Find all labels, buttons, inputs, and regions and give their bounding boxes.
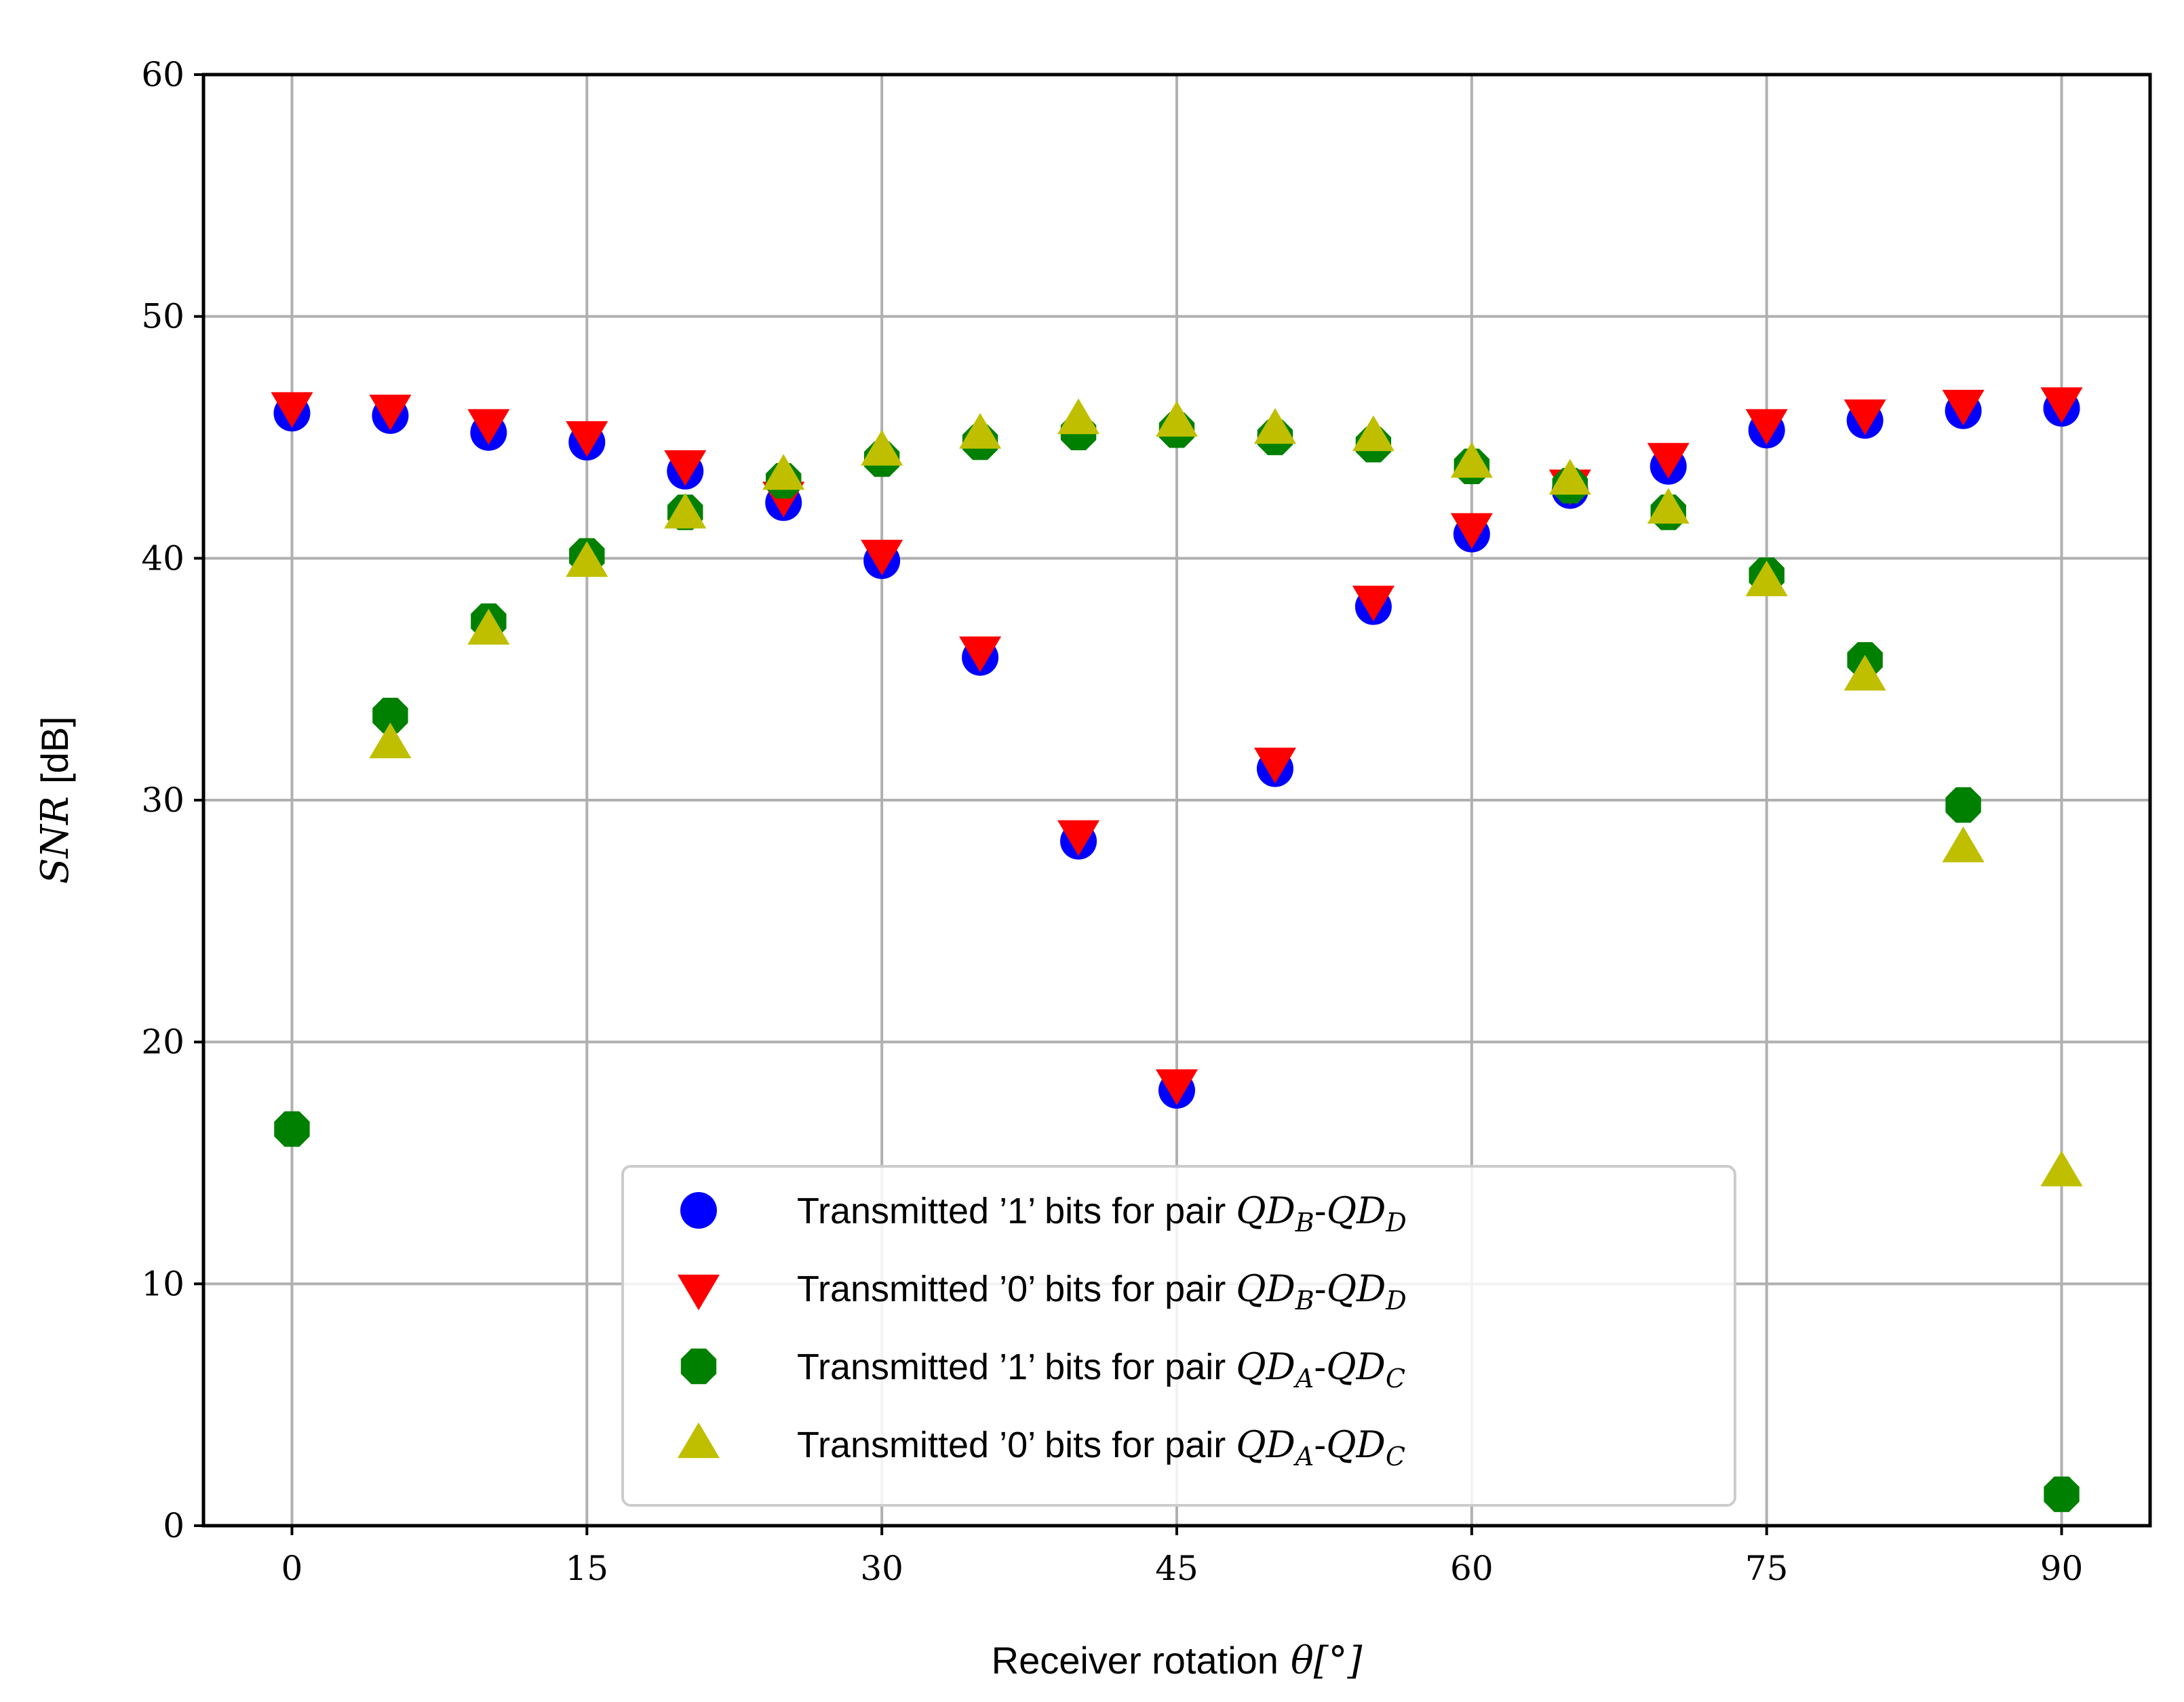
- legend-marker-1: [680, 1192, 717, 1229]
- point-s4-x80: [1844, 654, 1886, 691]
- x-tick-label-75: 75: [1745, 1549, 1789, 1588]
- legend: Transmitted ’1’ bits for pair QDB-QDD Tra…: [621, 1165, 1736, 1507]
- point-s2-x0: [271, 392, 313, 429]
- point-s4-x20: [664, 492, 707, 529]
- point-s2-x35: [959, 636, 1002, 673]
- y-tick-label-30: 30: [141, 780, 184, 820]
- point-s2-x75: [1745, 409, 1788, 445]
- y-axis-label: SNR [dB]: [33, 716, 77, 884]
- point-s4-x50: [1253, 408, 1296, 444]
- point-s4-x45: [1155, 401, 1198, 437]
- point-s4-x90: [2040, 1150, 2083, 1187]
- point-s4-x55: [1352, 415, 1395, 452]
- y-tick-label-0: 0: [163, 1506, 184, 1545]
- point-s2-x10: [467, 409, 510, 445]
- point-s2-x20: [664, 450, 707, 486]
- point-s4-x60: [1450, 441, 1493, 478]
- series-4: [369, 398, 2083, 1187]
- legend-marker-2: [677, 1274, 720, 1311]
- axes: 0 15 30 45 60 75 90 0 10 20 30 40 50 60: [141, 55, 2083, 1588]
- point-s2-x80: [1844, 399, 1886, 435]
- legend-entry-3: Transmitted ’1’ bits for pair QDA-QDC: [680, 1345, 1405, 1393]
- legend-entry-1: Transmitted ’1’ bits for pair QDB-QDD: [680, 1189, 1407, 1238]
- point-s3-x0: [274, 1111, 310, 1147]
- x-axis-label: Receiver rotation θ[°]: [992, 1639, 1363, 1683]
- point-s4-x85: [1942, 826, 1985, 863]
- x-tick-label-90: 90: [2040, 1549, 2084, 1588]
- point-s2-x50: [1253, 747, 1296, 784]
- point-s3-x85: [1945, 787, 1981, 823]
- legend-box: [621, 1165, 1736, 1507]
- point-s4-x30: [861, 430, 903, 466]
- point-s4-x40: [1057, 398, 1100, 435]
- legend-label-3: Transmitted ’1’ bits for pair QDA-QDC: [797, 1345, 1405, 1393]
- point-s2-x40: [1057, 820, 1100, 856]
- legend-entry-4: Transmitted ’0’ bits for pair QDA-QDC: [677, 1422, 1405, 1471]
- legend-label-2: Transmitted ’0’ bits for pair QDB-QDD: [797, 1267, 1407, 1315]
- legend-marker-3: [680, 1348, 717, 1385]
- data-marks: [271, 387, 2083, 1512]
- x-tick-label-30: 30: [860, 1549, 903, 1588]
- point-s3-x90: [2044, 1476, 2080, 1512]
- point-s2-x60: [1450, 513, 1493, 549]
- point-s4-x15: [566, 541, 608, 577]
- legend-marker-4: [677, 1422, 720, 1459]
- point-s2-x30: [861, 539, 903, 576]
- y-tick-label-50: 50: [141, 297, 184, 336]
- point-s4-x10: [467, 608, 510, 645]
- point-s2-x45: [1155, 1069, 1198, 1105]
- point-s2-x70: [1647, 443, 1690, 479]
- point-s4-x5: [369, 722, 412, 759]
- y-tick-label-60: 60: [141, 55, 184, 94]
- y-tick-label-10: 10: [141, 1264, 184, 1303]
- point-s4-x70: [1647, 488, 1690, 524]
- point-s2-x85: [1942, 389, 1985, 426]
- legend-entry-2: Transmitted ’0’ bits for pair QDB-QDD: [677, 1267, 1407, 1315]
- x-tick-label-60: 60: [1450, 1549, 1494, 1588]
- point-s4-x25: [762, 454, 805, 490]
- legend-label-4: Transmitted ’0’ bits for pair QDA-QDC: [797, 1423, 1405, 1471]
- point-s2-x55: [1352, 585, 1395, 622]
- point-s2-x90: [2040, 387, 2083, 423]
- x-tick-label-0: 0: [281, 1549, 303, 1588]
- point-s3-x5: [372, 697, 408, 734]
- x-tick-label-15: 15: [565, 1549, 608, 1588]
- point-s4-x35: [959, 413, 1002, 449]
- point-s4-x75: [1745, 560, 1788, 597]
- point-s4-x65: [1548, 458, 1591, 495]
- y-tick-label-20: 20: [141, 1023, 184, 1062]
- x-tick-label-45: 45: [1155, 1549, 1198, 1588]
- legend-label-1: Transmitted ’1’ bits for pair QDB-QDD: [797, 1189, 1407, 1238]
- y-tick-label-40: 40: [141, 538, 184, 578]
- point-s2-x15: [566, 421, 608, 457]
- point-s2-x5: [369, 394, 412, 431]
